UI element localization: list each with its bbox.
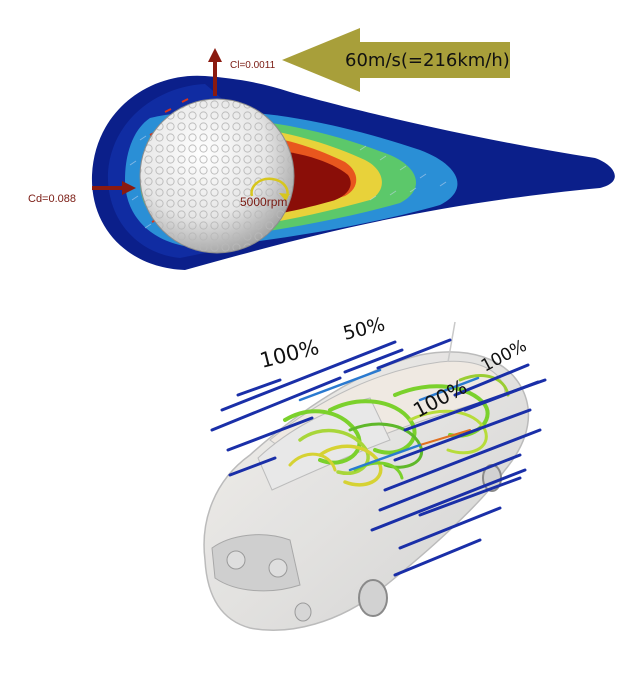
golf-ball-dimples (140, 99, 294, 253)
golf-ball-outline (139, 98, 295, 254)
car-antenna (447, 321, 456, 363)
rotation-arc-icon (250, 177, 289, 201)
car-wheel-front-left (294, 602, 312, 622)
car-wheel-front-right (358, 579, 388, 617)
external-streamlines-accent (298, 368, 480, 472)
drag-arrow-head-icon (122, 181, 136, 195)
flow-percent-label-center: 50% (341, 313, 387, 345)
flow-percent-label-left: 100% (257, 335, 321, 373)
rotation-arrowhead-icon (279, 193, 290, 200)
lift-coefficient-label: Cl=0.0011 (230, 60, 276, 71)
car-front-grille (211, 534, 301, 592)
drag-coefficient-label: Cd=0.088 (28, 193, 76, 205)
surface-vectors (129, 135, 447, 229)
car-windshield (257, 397, 391, 491)
flow-speed-label: 60m/s(=216km/h) (345, 50, 510, 71)
external-streamlines (210, 338, 547, 577)
golf-ball-panel: 5000rpm Cl=0.0011 Cd=0.088 60m/s(=216km/… (28, 28, 615, 270)
car-headlight-left (226, 550, 246, 570)
flow-direction-arrow-icon (282, 28, 510, 92)
rpm-label: 5000rpm (240, 195, 287, 209)
car-panel: 100% 50% 100% 100% (203, 313, 547, 631)
lift-arrow-head-icon (208, 48, 222, 62)
car-headlight-right (268, 558, 288, 578)
